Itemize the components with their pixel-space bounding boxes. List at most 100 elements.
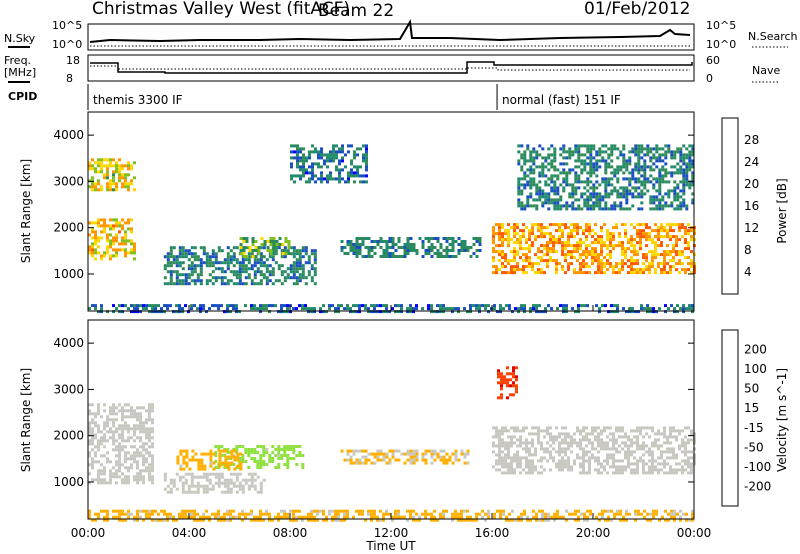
data-cell — [666, 438, 669, 442]
data-cell — [133, 457, 136, 461]
data-cell — [112, 239, 115, 243]
data-cell — [579, 268, 582, 272]
data-cell — [218, 458, 222, 462]
data-cell — [191, 449, 195, 453]
data-cell — [625, 198, 629, 202]
data-cell — [412, 509, 415, 513]
data-cell — [667, 204, 671, 208]
data-cell — [142, 518, 145, 522]
data-cell — [409, 307, 412, 311]
data-cell — [645, 232, 648, 236]
data-cell — [562, 204, 566, 208]
data-cell — [367, 512, 370, 516]
data-cell — [585, 471, 588, 475]
data-cell — [121, 509, 124, 513]
data-cell — [553, 207, 557, 211]
data-cell — [112, 409, 115, 413]
data-cell — [579, 256, 582, 260]
data-cell — [299, 177, 302, 181]
data-cell — [362, 174, 365, 178]
data-cell — [621, 447, 624, 451]
data-cell — [564, 459, 567, 463]
data-cell — [621, 259, 624, 263]
data-cell — [118, 409, 121, 413]
data-cell — [382, 452, 386, 456]
data-cell — [598, 201, 602, 205]
data-cell — [630, 235, 633, 239]
data-cell — [570, 450, 573, 454]
data-cell — [664, 180, 668, 184]
data-cell — [595, 195, 599, 199]
data-cell — [286, 249, 290, 253]
data-cell — [651, 462, 654, 466]
data-cell — [685, 162, 689, 166]
data-cell — [520, 183, 524, 187]
data-cell — [615, 459, 618, 463]
data-cell — [169, 255, 173, 259]
data-cell — [94, 182, 97, 186]
data-cell — [133, 478, 136, 482]
data-cell — [640, 307, 643, 311]
data-cell — [552, 441, 555, 445]
data-cell — [642, 232, 645, 236]
data-cell — [91, 418, 94, 422]
data-cell — [555, 435, 558, 439]
data-cell — [223, 478, 227, 482]
data-cell — [588, 432, 591, 436]
data-cell — [571, 195, 575, 199]
data-cell — [526, 201, 530, 205]
data-cell — [520, 307, 523, 311]
beam-label: Beam 22 — [318, 1, 394, 21]
data-cell — [229, 255, 233, 259]
data-cell — [439, 458, 443, 462]
data-cell — [634, 177, 638, 181]
data-cell — [559, 162, 563, 166]
data-cell — [421, 512, 424, 516]
data-cell — [529, 307, 532, 311]
data-cell — [673, 509, 676, 513]
data-cell — [615, 262, 618, 266]
data-cell — [94, 236, 97, 240]
data-cell — [139, 515, 142, 519]
data-cell — [687, 465, 690, 469]
data-cell — [127, 251, 130, 255]
data-cell — [329, 174, 332, 178]
data-cell — [531, 241, 534, 245]
data-cell — [529, 183, 533, 187]
data-cell — [448, 237, 452, 240]
data-cell — [600, 238, 603, 242]
data-cell — [579, 447, 582, 451]
data-cell — [501, 465, 504, 469]
data-cell — [91, 466, 94, 470]
data-cell — [286, 515, 289, 519]
data-cell — [682, 174, 686, 178]
data-cell — [618, 241, 621, 245]
data-cell — [657, 438, 660, 442]
data-cell — [182, 467, 186, 471]
data-cell — [495, 265, 498, 269]
data-cell — [112, 236, 115, 240]
data-cell — [550, 162, 554, 166]
data-cell — [106, 424, 109, 428]
data-cell — [615, 468, 618, 472]
data-cell — [359, 165, 362, 169]
data-cell — [586, 207, 590, 211]
data-cell — [121, 439, 124, 443]
data-cell — [517, 198, 521, 202]
data-cell — [190, 255, 194, 259]
data-cell — [691, 307, 694, 311]
data-cell — [558, 432, 561, 436]
data-cell — [238, 279, 242, 283]
data-cell — [124, 173, 127, 177]
data-cell — [690, 235, 693, 239]
data-cell — [598, 198, 602, 202]
data-cell — [100, 469, 103, 473]
data-cell — [567, 447, 570, 451]
data-cell — [504, 465, 507, 469]
data-cell — [151, 475, 154, 479]
data-cell — [127, 424, 130, 428]
data-cell — [349, 461, 353, 465]
data-cell — [283, 276, 287, 280]
data-cell — [406, 509, 409, 513]
data-cell — [612, 459, 615, 463]
